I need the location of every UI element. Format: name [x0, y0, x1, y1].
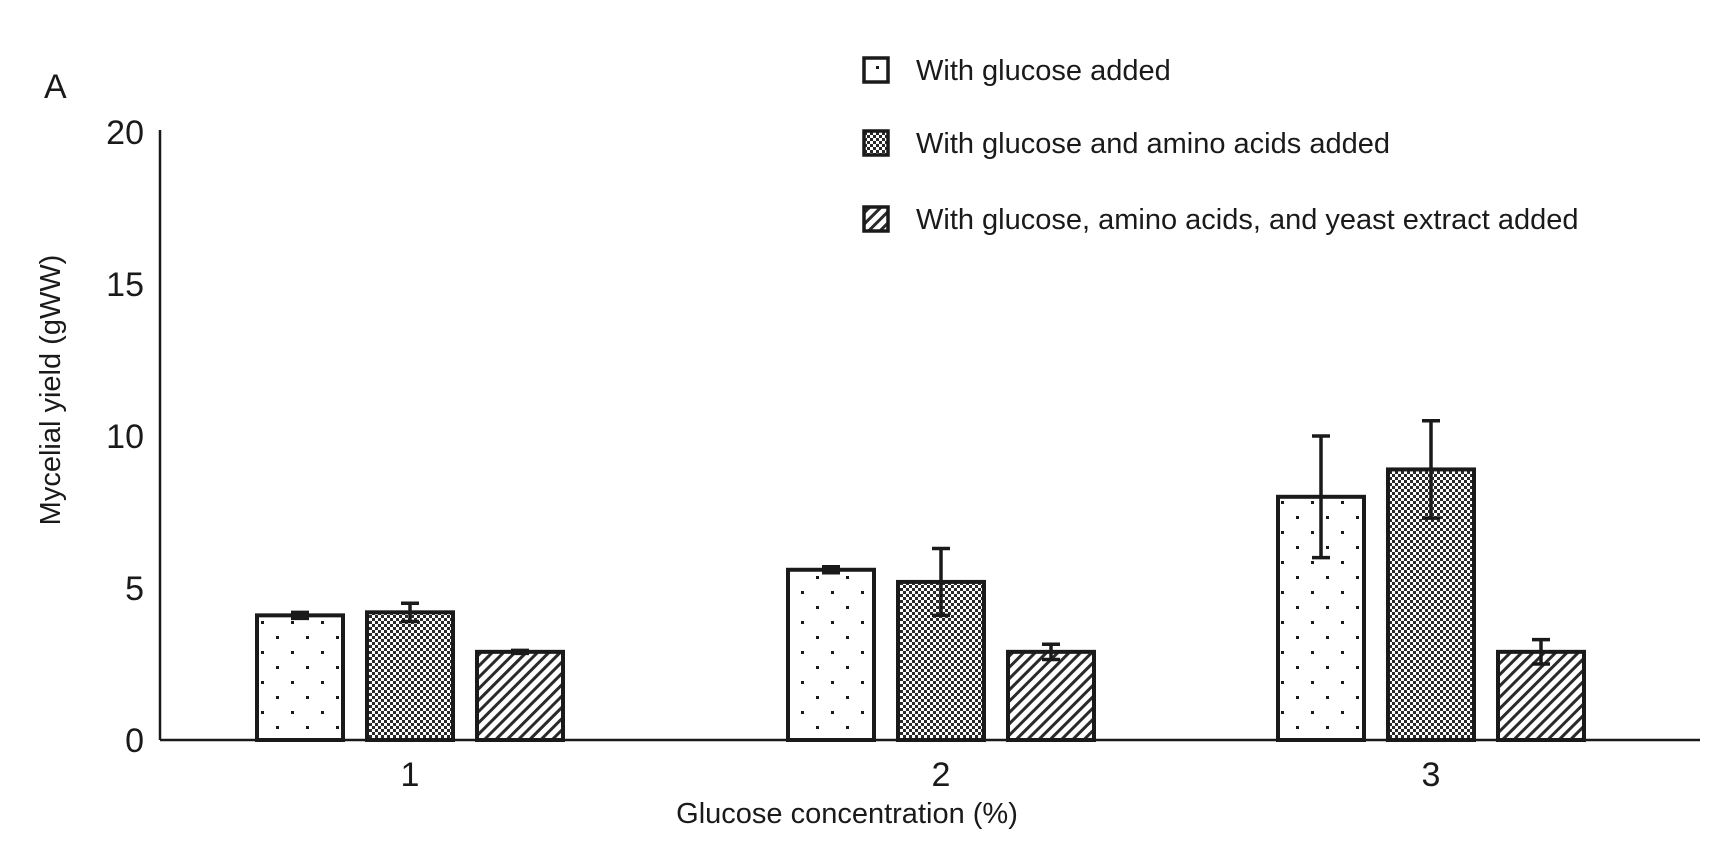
legend: With glucose added With glucose and amino…	[862, 55, 1579, 236]
x-tick-label: 1	[401, 756, 420, 794]
x-tick-label: 2	[932, 756, 951, 794]
bar	[1006, 649, 1096, 743]
y-tick-label: 5	[125, 570, 144, 608]
error-bar	[401, 601, 419, 624]
bar	[1496, 649, 1586, 743]
error-bar	[1312, 434, 1330, 560]
error-bar	[1042, 642, 1060, 662]
y-axis: 0 5 10 15 20	[106, 114, 162, 760]
legend-swatch	[862, 56, 890, 84]
error-bar	[822, 564, 840, 575]
error-bar-group	[291, 419, 1550, 666]
error-bar	[1532, 637, 1550, 666]
bar-group	[255, 467, 1586, 743]
error-bar	[511, 648, 529, 656]
y-tick-label: 10	[106, 418, 144, 456]
legend-swatch	[862, 129, 890, 157]
error-bar	[932, 546, 950, 618]
y-tick-label: 20	[106, 114, 144, 152]
x-axis: 1 2 3	[160, 738, 1700, 794]
bar	[475, 649, 565, 743]
x-axis-title: Glucose concentration (%)	[676, 798, 1018, 830]
panel-label: A	[44, 68, 67, 106]
legend-label: With glucose added	[916, 55, 1171, 87]
legend-label: With glucose and amino acids added	[916, 128, 1390, 160]
y-tick-label: 0	[125, 722, 144, 760]
error-bar	[291, 610, 309, 621]
legend-label: With glucose, amino acids, and yeast ext…	[916, 204, 1579, 236]
bar	[255, 613, 345, 742]
error-bar	[1422, 419, 1440, 520]
y-axis-title: Mycelial yield (gWW)	[35, 255, 67, 526]
y-tick-label: 15	[106, 266, 144, 304]
bar	[365, 610, 455, 743]
bar	[786, 567, 876, 743]
x-tick-label: 3	[1422, 756, 1441, 794]
legend-swatch	[862, 205, 890, 233]
